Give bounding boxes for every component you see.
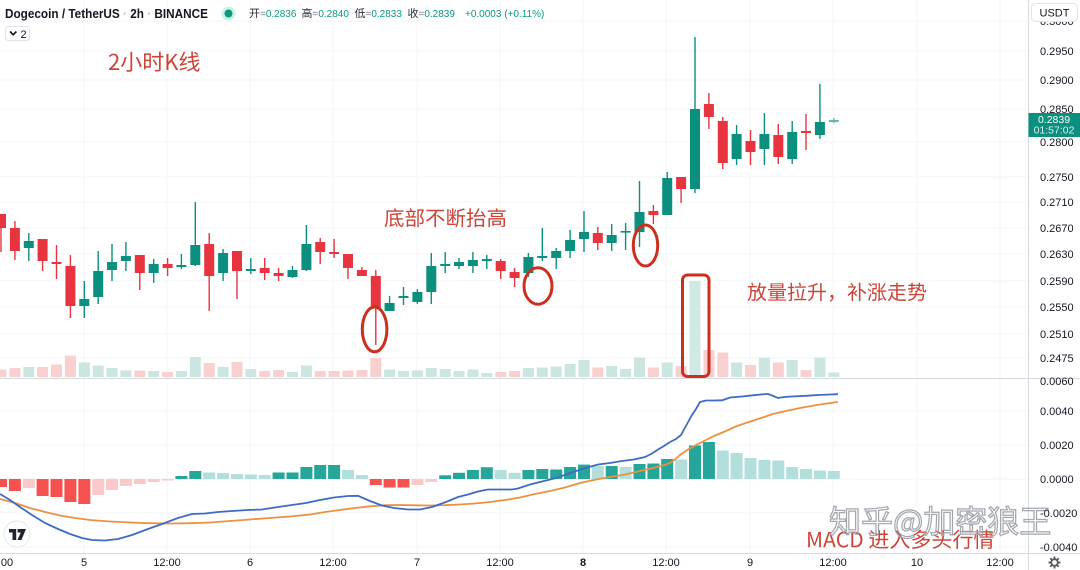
- svg-text:0.0000: 0.0000: [1040, 474, 1074, 486]
- svg-text:0.0040: 0.0040: [1040, 406, 1074, 418]
- svg-text:=0.2836: =0.2836: [260, 9, 297, 20]
- svg-text:5: 5: [81, 557, 87, 569]
- svg-text:0.2950: 0.2950: [1040, 46, 1074, 58]
- svg-text:0.2475: 0.2475: [1040, 353, 1074, 365]
- svg-text:12:00: 12:00: [319, 557, 347, 569]
- svg-text:2: 2: [21, 29, 27, 41]
- svg-text:0.2710: 0.2710: [1040, 197, 1074, 209]
- svg-text:-0.0020: -0.0020: [1040, 508, 1077, 520]
- svg-text:9: 9: [747, 557, 753, 569]
- svg-text:0.0060: 0.0060: [1040, 376, 1074, 388]
- svg-text:0.2800: 0.2800: [1040, 137, 1074, 149]
- svg-text:12:00: 12:00: [652, 557, 680, 569]
- svg-text:0.2839: 0.2839: [1038, 114, 1070, 126]
- svg-text:0.2550: 0.2550: [1040, 302, 1074, 314]
- svg-text:10: 10: [911, 557, 923, 569]
- svg-text:01:57:02: 01:57:02: [1034, 125, 1075, 137]
- svg-text:12:00: 12:00: [986, 557, 1014, 569]
- svg-text:12:00: 12:00: [486, 557, 514, 569]
- svg-text:-0.0040: -0.0040: [1040, 542, 1077, 554]
- svg-text:=0.2840: =0.2840: [313, 9, 350, 20]
- svg-text:12:00: 12:00: [819, 557, 847, 569]
- svg-text:0.2590: 0.2590: [1040, 276, 1074, 288]
- svg-text:12:00: 12:00: [153, 557, 181, 569]
- svg-text:6: 6: [247, 557, 253, 569]
- svg-text:00: 00: [1, 557, 13, 569]
- svg-text:8: 8: [580, 557, 586, 569]
- svg-text:7: 7: [414, 557, 420, 569]
- svg-text:0.2670: 0.2670: [1040, 223, 1074, 235]
- svg-text:=0.2833: =0.2833: [366, 9, 403, 20]
- svg-text:+0.0003 (+0.11%): +0.0003 (+0.11%): [465, 9, 544, 20]
- svg-text:=0.2839: =0.2839: [419, 9, 456, 20]
- svg-text:USDT: USDT: [1040, 8, 1070, 20]
- svg-text:Dogecoin / TetherUS · 2h · BIN: Dogecoin / TetherUS · 2h · BINANCE: [5, 6, 208, 21]
- svg-text:0.2510: 0.2510: [1040, 329, 1074, 341]
- svg-text:0.2630: 0.2630: [1040, 249, 1074, 261]
- svg-text:0.0020: 0.0020: [1040, 440, 1074, 452]
- svg-text:0.2900: 0.2900: [1040, 75, 1074, 87]
- svg-text:0.2750: 0.2750: [1040, 172, 1074, 184]
